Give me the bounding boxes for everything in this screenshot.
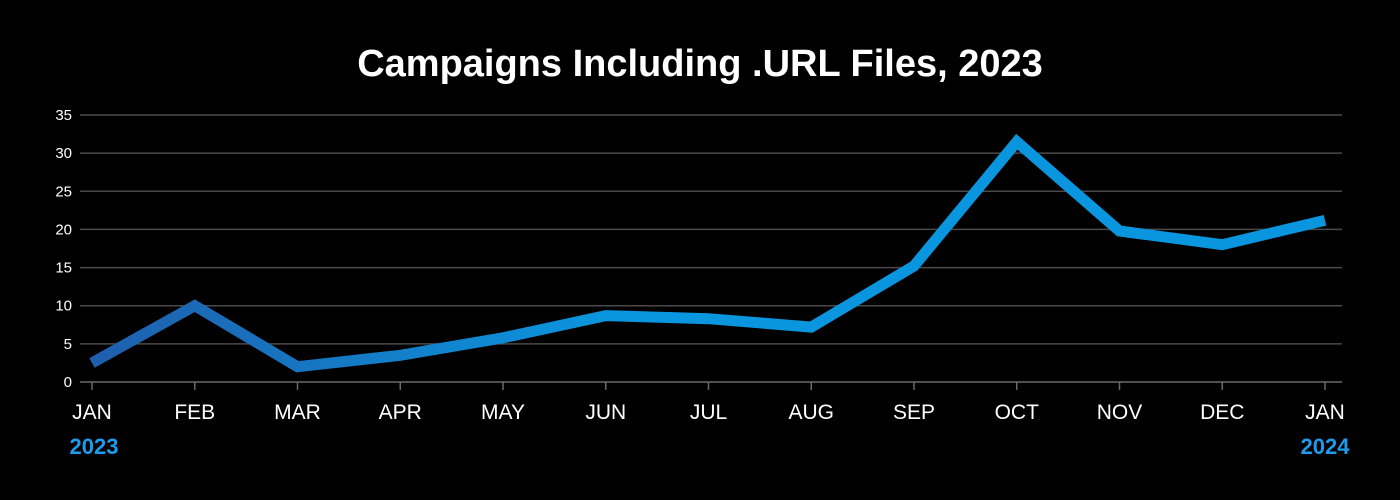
data-point: [1016, 141, 1017, 142]
data-point: [92, 362, 93, 363]
x-tick-label: DEC: [1200, 401, 1244, 424]
data-point: [400, 355, 401, 356]
start-year-label: 2023: [70, 434, 119, 459]
x-tick-label: JAN: [1305, 401, 1345, 424]
x-tick-label: OCT: [995, 401, 1040, 424]
chart-title: Campaigns Including .URL Files, 2023: [357, 43, 1043, 85]
end-year-label: 2024: [1301, 434, 1351, 459]
x-tick-label: MAR: [274, 401, 321, 424]
y-tick-label: 0: [64, 374, 72, 391]
y-axis: 0 5 10 15 20 25 30 35: [55, 107, 72, 391]
data-point: [811, 327, 812, 328]
y-tick-label: 5: [64, 336, 72, 353]
data-point: [914, 266, 915, 267]
y-tick-label: 10: [55, 298, 72, 315]
data-point: [708, 318, 709, 319]
series-line: [89, 133, 1327, 373]
data-point: [297, 366, 298, 367]
x-tick-label: NOV: [1097, 401, 1143, 424]
data-point: [503, 337, 504, 338]
x-tick-label: AUG: [788, 401, 834, 424]
x-tick-label: JAN: [72, 401, 112, 424]
y-tick-label: 35: [55, 107, 72, 124]
x-tick-label: MAY: [481, 401, 525, 424]
data-point: [1222, 244, 1223, 245]
x-tick-label: APR: [379, 401, 422, 424]
x-axis: JAN FEB MAR APR MAY JUN JUL AUG SEP OCT NOV DEC JAN: [72, 382, 1345, 424]
data-point: [605, 315, 606, 316]
x-tick-label: JUN: [585, 401, 626, 424]
y-tick-label: 20: [55, 221, 72, 238]
x-tick-label: JUL: [690, 401, 727, 424]
y-tick-label: 30: [55, 145, 72, 162]
data-point: [194, 305, 195, 306]
data-point: [1325, 220, 1326, 221]
x-tick-label: SEP: [893, 401, 935, 424]
y-tick-label: 15: [55, 260, 72, 277]
series-layer: [89, 133, 1327, 373]
y-tick-label: 25: [55, 183, 72, 200]
data-point: [1119, 230, 1120, 231]
x-tick-label: FEB: [174, 401, 215, 424]
grid-lines: [80, 114, 1342, 383]
